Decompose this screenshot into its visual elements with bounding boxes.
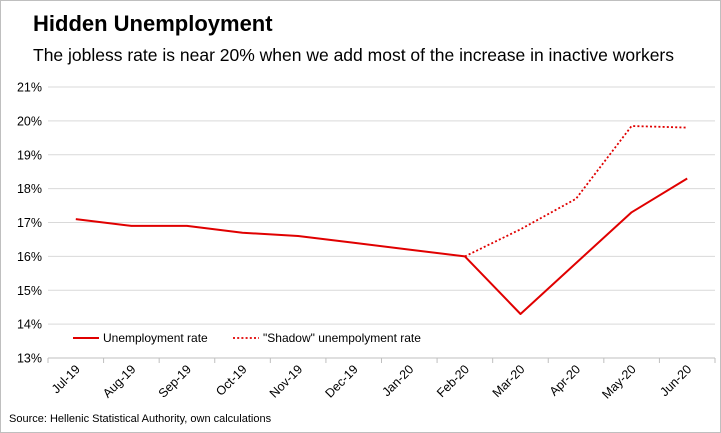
chart-subtitle: The jobless rate is near 20% when we add… bbox=[33, 45, 675, 65]
chart-title: Hidden Unemployment bbox=[33, 11, 273, 36]
y-tick-label: 19% bbox=[17, 148, 42, 162]
x-tick-label: Nov-19 bbox=[267, 362, 305, 400]
x-tick-label: Jun-20 bbox=[657, 362, 694, 399]
y-tick-label: 18% bbox=[17, 182, 42, 196]
y-tick-label: 20% bbox=[17, 114, 42, 128]
series-line-1 bbox=[75, 177, 688, 315]
x-tick-label: Dec-19 bbox=[322, 362, 360, 400]
x-axis-ticks: Jul-19 Aug-19 Sep-19 Oct-19 Nov-19 Dec-19 Jan-… bbox=[47, 358, 716, 402]
x-tick-label: Jan-20 bbox=[379, 362, 416, 399]
series-lines bbox=[75, 125, 688, 315]
gridlines bbox=[48, 86, 715, 359]
y-tick-label: 13% bbox=[17, 352, 42, 366]
y-tick-label: 15% bbox=[17, 284, 42, 298]
x-tick-label: Aug-19 bbox=[100, 362, 138, 400]
line-chart: 13% 14% 15% 16% 17% 18% 19% 20% 21% Jul-19 Aug-19… bbox=[17, 81, 716, 402]
x-tick-label: Apr-20 bbox=[547, 362, 583, 398]
legend-label-2: "Shadow" unempolyment rate bbox=[263, 331, 421, 345]
source-note: Source: Hellenic Statistical Authority, … bbox=[9, 413, 272, 425]
legend: Unemployment rate "Shadow" unempolyment r… bbox=[73, 331, 421, 345]
x-tick-label: Mar-20 bbox=[490, 362, 528, 400]
legend-label-1: Unemployment rate bbox=[103, 331, 208, 345]
x-tick-label: Feb-20 bbox=[434, 362, 472, 400]
x-tick-label: Sep-19 bbox=[156, 362, 194, 400]
y-axis-ticks: 13% 14% 15% 16% 17% 18% 19% 20% 21% bbox=[17, 81, 42, 366]
x-tick-label: May-20 bbox=[599, 362, 638, 401]
x-tick-label: Oct-19 bbox=[213, 362, 249, 398]
y-tick-label: 14% bbox=[17, 318, 42, 332]
series-line-2 bbox=[464, 125, 688, 258]
x-tick-label: Jul-19 bbox=[49, 362, 83, 396]
y-tick-label: 16% bbox=[17, 250, 42, 264]
y-tick-label: 21% bbox=[17, 81, 42, 95]
y-tick-label: 17% bbox=[17, 216, 42, 230]
